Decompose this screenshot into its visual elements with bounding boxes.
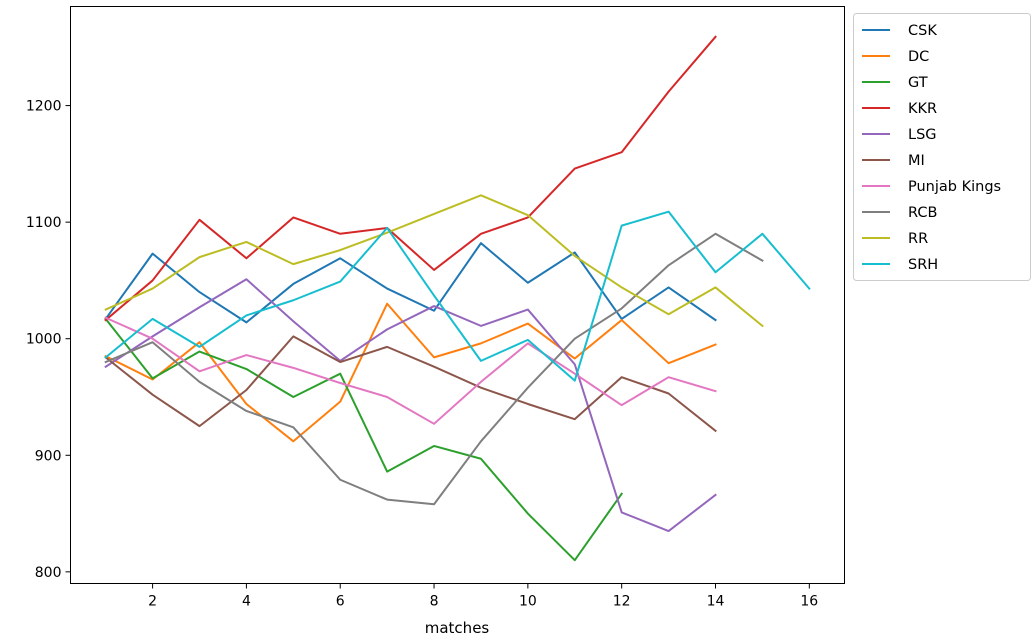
- legend-label-csk: CSK: [908, 23, 937, 39]
- x-axis-label: matches: [425, 619, 490, 637]
- legend-label-dc: DC: [908, 49, 929, 65]
- y-axis-ticks: 800 900 1000 1100 1200: [26, 99, 71, 581]
- x-tick-label: 12: [613, 594, 631, 610]
- legend-frame: [853, 13, 1031, 281]
- series-line-dc: [104, 302, 717, 443]
- legend-label-gt: GT: [908, 75, 928, 91]
- legend: CSK DC GT KKR LSG MI Punjab Kings RCB RR SRH: [853, 13, 1031, 281]
- legend-label-kkr: KKR: [908, 101, 937, 117]
- legend-label-srh: SRH: [908, 257, 938, 273]
- series-line-rr: [104, 194, 764, 328]
- series-line-punjab-kings: [104, 316, 717, 425]
- y-tick-label: 800: [35, 565, 62, 581]
- series-lines: [104, 35, 811, 562]
- series-line-mi: [104, 335, 717, 433]
- x-tick-label: 8: [430, 594, 439, 610]
- x-tick-label: 10: [519, 594, 537, 610]
- legend-label-rr: RR: [908, 231, 928, 247]
- series-line-srh: [104, 210, 811, 382]
- series-line-gt: [104, 317, 624, 562]
- series-line-rcb: [104, 232, 764, 506]
- series-line-lsg: [104, 278, 717, 533]
- x-tick-label: 14: [707, 594, 725, 610]
- y-tick-label: 1100: [26, 215, 62, 231]
- series-line-csk: [104, 242, 717, 324]
- x-tick-label: 16: [800, 594, 818, 610]
- legend-label-rcb: RCB: [908, 205, 937, 221]
- x-tick-label: 6: [336, 594, 345, 610]
- x-tick-label: 2: [148, 594, 157, 610]
- y-tick-label: 1000: [26, 332, 62, 348]
- legend-label-mi: MI: [908, 153, 925, 169]
- legend-label-punjab-kings: Punjab Kings: [908, 179, 1001, 195]
- x-tick-label: 4: [242, 594, 251, 610]
- y-tick-label: 900: [35, 448, 62, 464]
- x-axis-ticks: 2 4 6 8 10 12 14 16: [148, 583, 818, 610]
- y-tick-label: 1200: [26, 99, 62, 115]
- series-line-kkr: [104, 35, 717, 322]
- plot-frame: [70, 6, 845, 584]
- legend-label-lsg: LSG: [908, 127, 937, 143]
